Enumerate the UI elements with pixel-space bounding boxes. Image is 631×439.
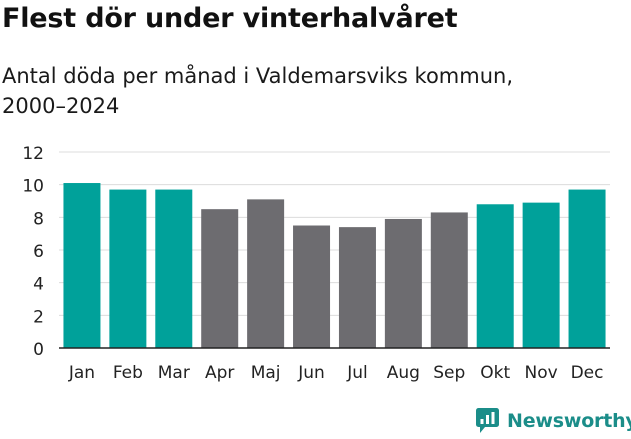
x-tick-label: Mar	[158, 363, 190, 383]
bar-nov	[522, 202, 560, 348]
y-tick-label: 10	[22, 177, 44, 197]
x-tick-label: Okt	[480, 363, 510, 383]
chart-subtitle: Antal döda per månad i Valdemarsviks kom…	[2, 64, 514, 118]
bar-sep	[430, 212, 468, 348]
x-tick-label: Nov	[525, 363, 558, 383]
x-tick-label: Jun	[297, 363, 325, 383]
bar-jan	[63, 183, 101, 348]
x-tick-label: Feb	[113, 363, 143, 383]
y-tick-label: 12	[22, 144, 44, 164]
x-tick-label: Jan	[68, 363, 95, 383]
bar-feb	[109, 189, 147, 348]
brand-name: Newsworthy	[507, 410, 631, 432]
newsworthy-chart-icon	[476, 408, 499, 433]
bar-jul	[338, 227, 376, 348]
x-tick-label: Dec	[571, 363, 604, 383]
bar-okt	[476, 204, 514, 348]
bar-jun	[293, 225, 331, 348]
x-tick-label: Aug	[387, 363, 420, 383]
bar-maj	[247, 199, 285, 348]
bar-aug	[384, 218, 422, 348]
chart-title: Flest dör under vinterhalvåret	[2, 3, 458, 34]
y-tick-label: 8	[33, 209, 44, 229]
bar-mar	[155, 189, 193, 348]
y-tick-label: 4	[33, 275, 44, 295]
bar-apr	[201, 209, 239, 348]
newsworthy-logo: Newsworthy	[476, 408, 631, 434]
bar-dec	[568, 189, 606, 348]
x-tick-label: Sep	[433, 363, 465, 383]
y-tick-label: 2	[33, 307, 44, 327]
x-tick-label: Maj	[251, 363, 281, 383]
y-tick-label: 0	[33, 340, 44, 360]
y-tick-label: 6	[33, 242, 44, 262]
x-tick-label: Jul	[346, 363, 368, 383]
x-tick-label: Apr	[205, 363, 234, 383]
